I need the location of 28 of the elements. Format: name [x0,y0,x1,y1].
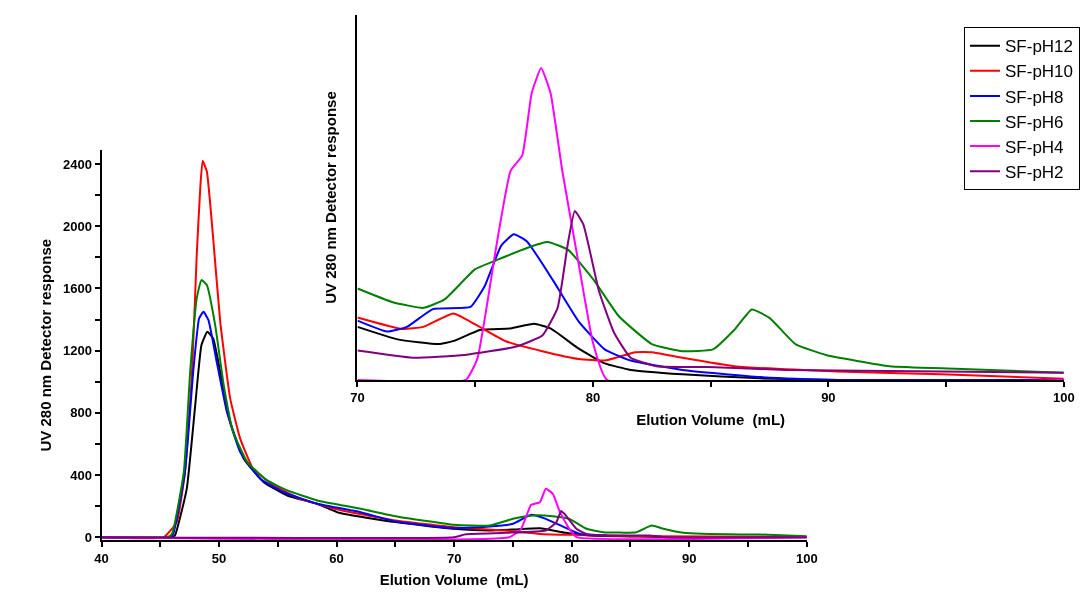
y-tick-label: 2000 [63,218,92,234]
legend-label: SF-pH12 [1005,37,1074,57]
x-tick-label: 40 [94,550,109,566]
legend-label: SF-pH8 [1005,87,1064,107]
x-tick-label: 70 [350,390,365,406]
x-tick-label: 80 [564,550,579,566]
y-tick-label: 0 [84,529,92,545]
x-tick-label: 100 [1052,390,1075,406]
legend-label: SF-pH4 [1005,137,1064,157]
x-tick-label: 50 [211,550,227,566]
x-axis-title: Elution Volume (mL) [379,571,529,589]
legend-label: SF-pH6 [1005,112,1064,132]
x-axis-title: Elution Volume (mL) [636,410,786,428]
x-tick-label: 80 [585,390,601,406]
y-tick-label: 1200 [63,343,92,359]
y-tick-label: 1600 [63,281,92,297]
x-tick-label: 90 [821,390,836,406]
y-axis-title: UV 280 nm Detector response [321,91,339,304]
x-tick-label: 70 [446,550,462,566]
x-tick-label: 60 [329,550,344,566]
legend-label: SF-pH10 [1005,62,1074,82]
y-tick-label: 400 [70,467,92,483]
y-axis-title: UV 280 nm Detector response [36,238,54,452]
x-tick-label: 100 [795,550,818,566]
y-tick-label: 800 [70,405,92,421]
x-tick-label: 90 [681,550,697,566]
legend-label: SF-pH2 [1005,162,1064,182]
y-tick-label: 2400 [63,156,92,172]
